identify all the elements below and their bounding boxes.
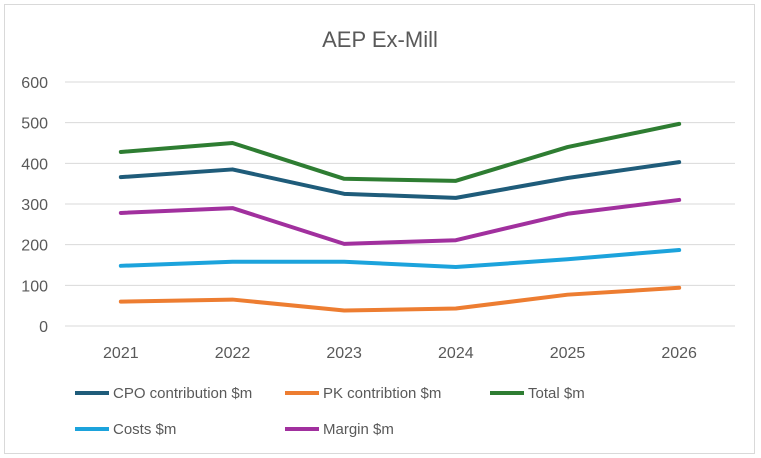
x-tick-label: 2022: [215, 345, 251, 362]
y-tick-label: 500: [21, 116, 48, 133]
legend-label: CPO contribution $m: [113, 385, 252, 402]
y-tick-label: 300: [21, 197, 48, 214]
x-tick-label: 2026: [661, 345, 697, 362]
chart-title: AEP Ex-Mill: [322, 27, 438, 52]
y-tick-label: 0: [39, 319, 48, 336]
x-tick-label: 2023: [326, 345, 362, 362]
x-axis-tick-labels: 2021 2022 2023 2024 2025 2026: [103, 345, 697, 362]
x-tick-label: 2025: [550, 345, 586, 362]
series-line: [118, 121, 682, 183]
chart-frame: [4, 4, 755, 454]
y-tick-label: 600: [21, 75, 48, 92]
series-line: [118, 247, 682, 270]
legend-label: Total $m: [528, 385, 585, 402]
legend: CPO contribution $m PK contribtion $m Tota…: [75, 385, 585, 438]
x-tick-label: 2021: [103, 345, 139, 362]
series-line: [118, 285, 682, 313]
gridlines: [65, 81, 735, 327]
series-line: [118, 197, 682, 246]
x-tick-label: 2024: [438, 345, 474, 362]
y-tick-label: 100: [21, 278, 48, 295]
series-lines: [118, 121, 682, 313]
legend-label: PK contribtion $m: [323, 385, 441, 402]
y-axis-tick-labels: 0 100 200 300 400 500 600: [21, 75, 48, 336]
series-line: [118, 160, 682, 200]
y-tick-label: 400: [21, 156, 48, 173]
y-tick-label: 200: [21, 238, 48, 255]
legend-label: Costs $m: [113, 421, 176, 438]
legend-label: Margin $m: [323, 421, 394, 438]
